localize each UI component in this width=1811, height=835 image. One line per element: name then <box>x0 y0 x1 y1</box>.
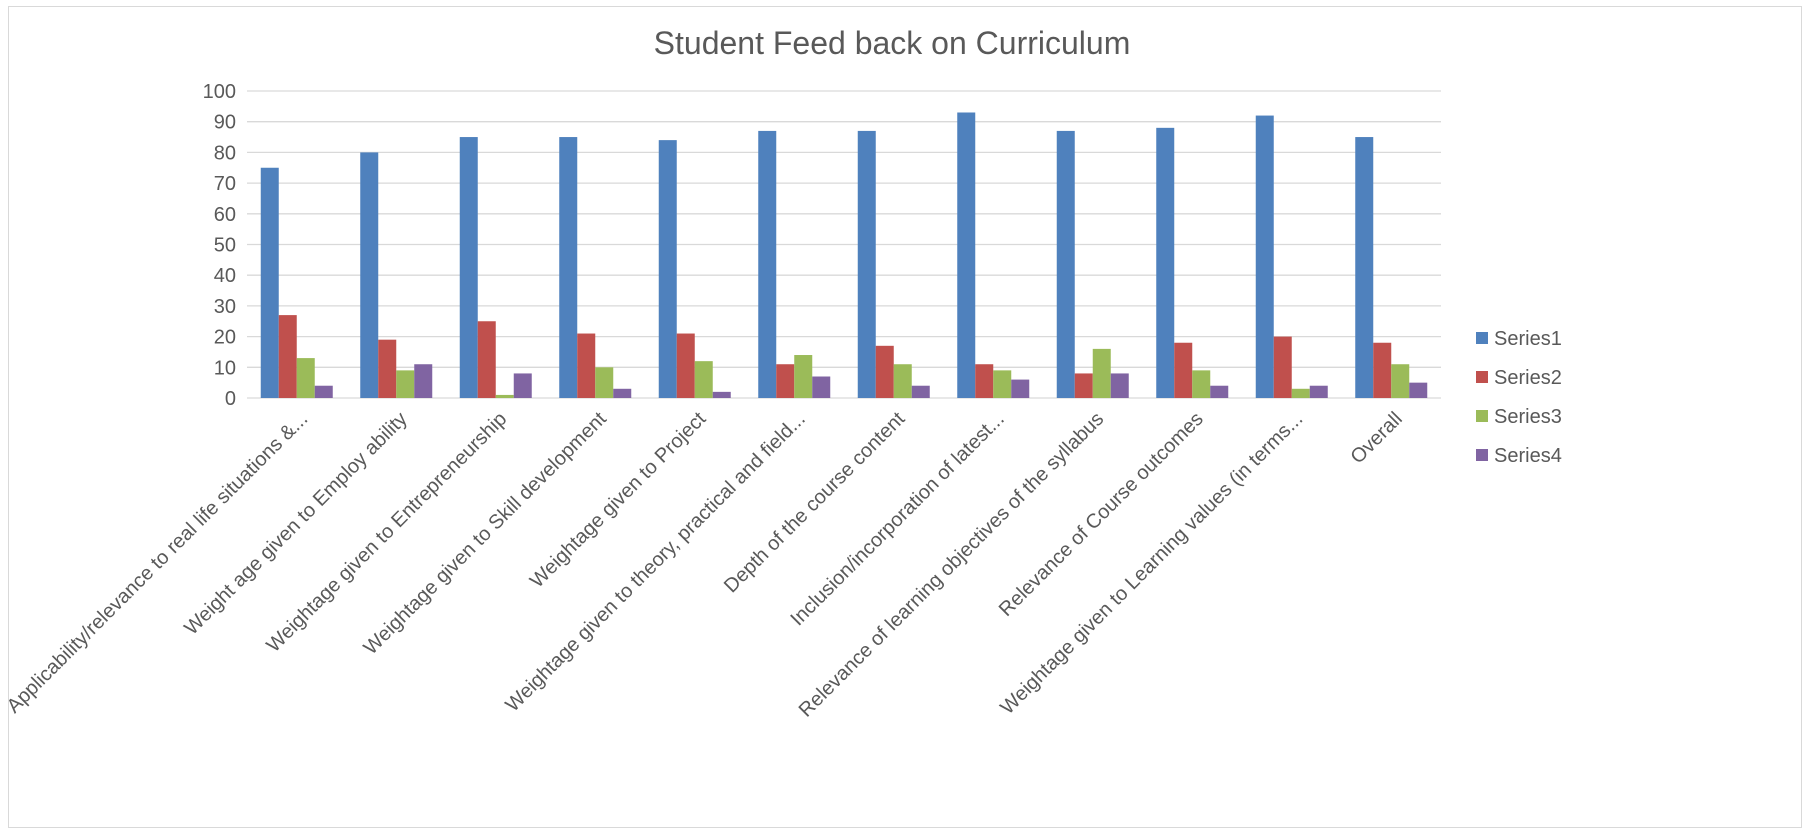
bar-series1 <box>658 140 677 398</box>
bar-series2 <box>378 339 397 398</box>
bar-series1 <box>360 152 379 398</box>
bar-series1 <box>957 112 976 399</box>
chart-svg: Student Feed back on Curriculum 0 10 20 30 4… <box>9 25 1562 722</box>
bar-series1 <box>559 137 578 399</box>
bar-series2 <box>975 364 994 398</box>
bar-series4 <box>314 385 333 398</box>
bar-series1 <box>1056 130 1075 398</box>
legend-label-series3: Series3 <box>1494 406 1562 428</box>
bar-series2 <box>875 345 894 398</box>
bar-series1 <box>857 130 876 398</box>
legend-label-series4: Series4 <box>1494 445 1562 467</box>
x-category-label: Weightage given to Project <box>526 408 711 593</box>
bar-series4 <box>1011 379 1030 398</box>
bar-series1 <box>1156 127 1175 398</box>
y-tick-label: 70 <box>214 173 236 195</box>
bar-series3 <box>1291 388 1310 398</box>
legend-swatch-series1 <box>1476 332 1488 344</box>
bar-series3 <box>1092 348 1111 398</box>
bar-series3 <box>1391 364 1410 398</box>
bar-series3 <box>694 361 713 398</box>
bar-series1 <box>459 137 478 399</box>
bar-series1 <box>758 130 777 398</box>
bar-series4 <box>812 376 831 398</box>
bar-series4 <box>1409 382 1428 398</box>
bar-series4 <box>613 388 632 398</box>
bar-series2 <box>776 364 795 398</box>
bar-series1 <box>260 167 279 398</box>
bar-series2 <box>1074 373 1093 398</box>
y-tick-label: 90 <box>214 112 236 134</box>
x-category-label: Overall <box>1346 408 1406 468</box>
legend-swatch-series3 <box>1476 410 1488 422</box>
bar-series3 <box>595 367 614 398</box>
bar-series3 <box>993 370 1012 398</box>
bar-series4 <box>1210 385 1229 398</box>
bar-series2 <box>577 333 596 398</box>
x-category-label: Relevance of Course outcomes <box>995 408 1208 621</box>
y-tick-label: 100 <box>203 81 236 103</box>
grid-layer <box>247 90 1441 399</box>
bar-series2 <box>477 321 496 398</box>
bar-layer <box>260 112 1428 399</box>
bar-series2 <box>278 315 297 398</box>
y-tick-label: 60 <box>214 204 236 226</box>
bar-series1 <box>1355 137 1374 399</box>
y-tick-label: 80 <box>214 142 236 164</box>
bar-series4 <box>513 373 532 398</box>
bar-series3 <box>495 394 514 398</box>
y-tick-label: 30 <box>214 296 236 318</box>
bar-series2 <box>1174 342 1193 398</box>
bar-series3 <box>396 370 415 398</box>
legend: Series1 Series2 Series3 Series4 <box>1476 328 1562 467</box>
bar-series4 <box>911 385 930 398</box>
bar-series3 <box>296 358 315 398</box>
legend-swatch-series4 <box>1476 449 1488 461</box>
legend-label-series2: Series2 <box>1494 367 1562 389</box>
y-tick-label: 20 <box>214 327 236 349</box>
bar-series1 <box>1255 115 1274 398</box>
y-tick-label: 0 <box>225 388 236 410</box>
x-category-label: Weight age given to Employ ability <box>180 408 411 639</box>
bar-series2 <box>676 333 695 398</box>
bar-series4 <box>414 364 433 398</box>
bar-series3 <box>1192 370 1211 398</box>
bar-series3 <box>794 355 813 398</box>
bar-series4 <box>1309 385 1328 398</box>
chart-frame: Student Feed back on Curriculum 0 10 20 30 4… <box>8 6 1802 828</box>
legend-swatch-series2 <box>1476 371 1488 383</box>
y-axis-ticks: 0 10 20 30 40 50 60 70 80 90 100 <box>203 81 236 410</box>
bar-series4 <box>1110 373 1129 398</box>
bar-series4 <box>712 391 731 398</box>
y-tick-label: 50 <box>214 235 236 257</box>
bar-series2 <box>1273 336 1292 398</box>
x-category-label: Depth of the course content <box>720 408 910 598</box>
x-category-label: Inclusion/incorporation of latest... <box>786 408 1008 630</box>
y-tick-label: 10 <box>214 357 236 379</box>
bar-series2 <box>1373 342 1392 398</box>
chart-title: Student Feed back on Curriculum <box>654 25 1131 61</box>
x-axis-labels: Applicability/relevance to real life sit… <box>9 408 1407 722</box>
bar-series3 <box>893 364 912 398</box>
legend-label-series1: Series1 <box>1494 328 1562 350</box>
y-tick-label: 40 <box>214 265 236 287</box>
